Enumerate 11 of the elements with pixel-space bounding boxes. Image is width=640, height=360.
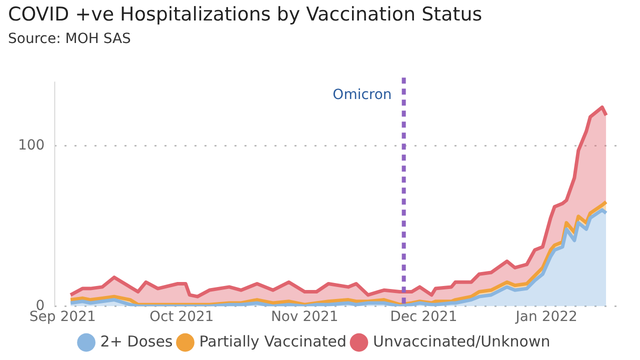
x-tick-label: Jan 2022 — [514, 309, 578, 326]
x-tick-label: Oct 2021 — [150, 309, 214, 326]
chart-subtitle: Source: MOH SAS — [8, 30, 132, 47]
x-tick-label: Nov 2021 — [270, 309, 338, 326]
ref-line-label: Omicron — [332, 87, 392, 104]
legend-label: Unvaccinated/Unknown — [372, 332, 550, 350]
chart-title: COVID +ve Hospitalizations by Vaccination Status — [8, 3, 482, 26]
legend-label: Partially Vaccinated — [199, 332, 346, 350]
x-tick-label: Dec 2021 — [390, 309, 458, 326]
y-tick-label: 100 — [18, 137, 45, 154]
legend-label: 2+ Doses — [100, 332, 173, 350]
